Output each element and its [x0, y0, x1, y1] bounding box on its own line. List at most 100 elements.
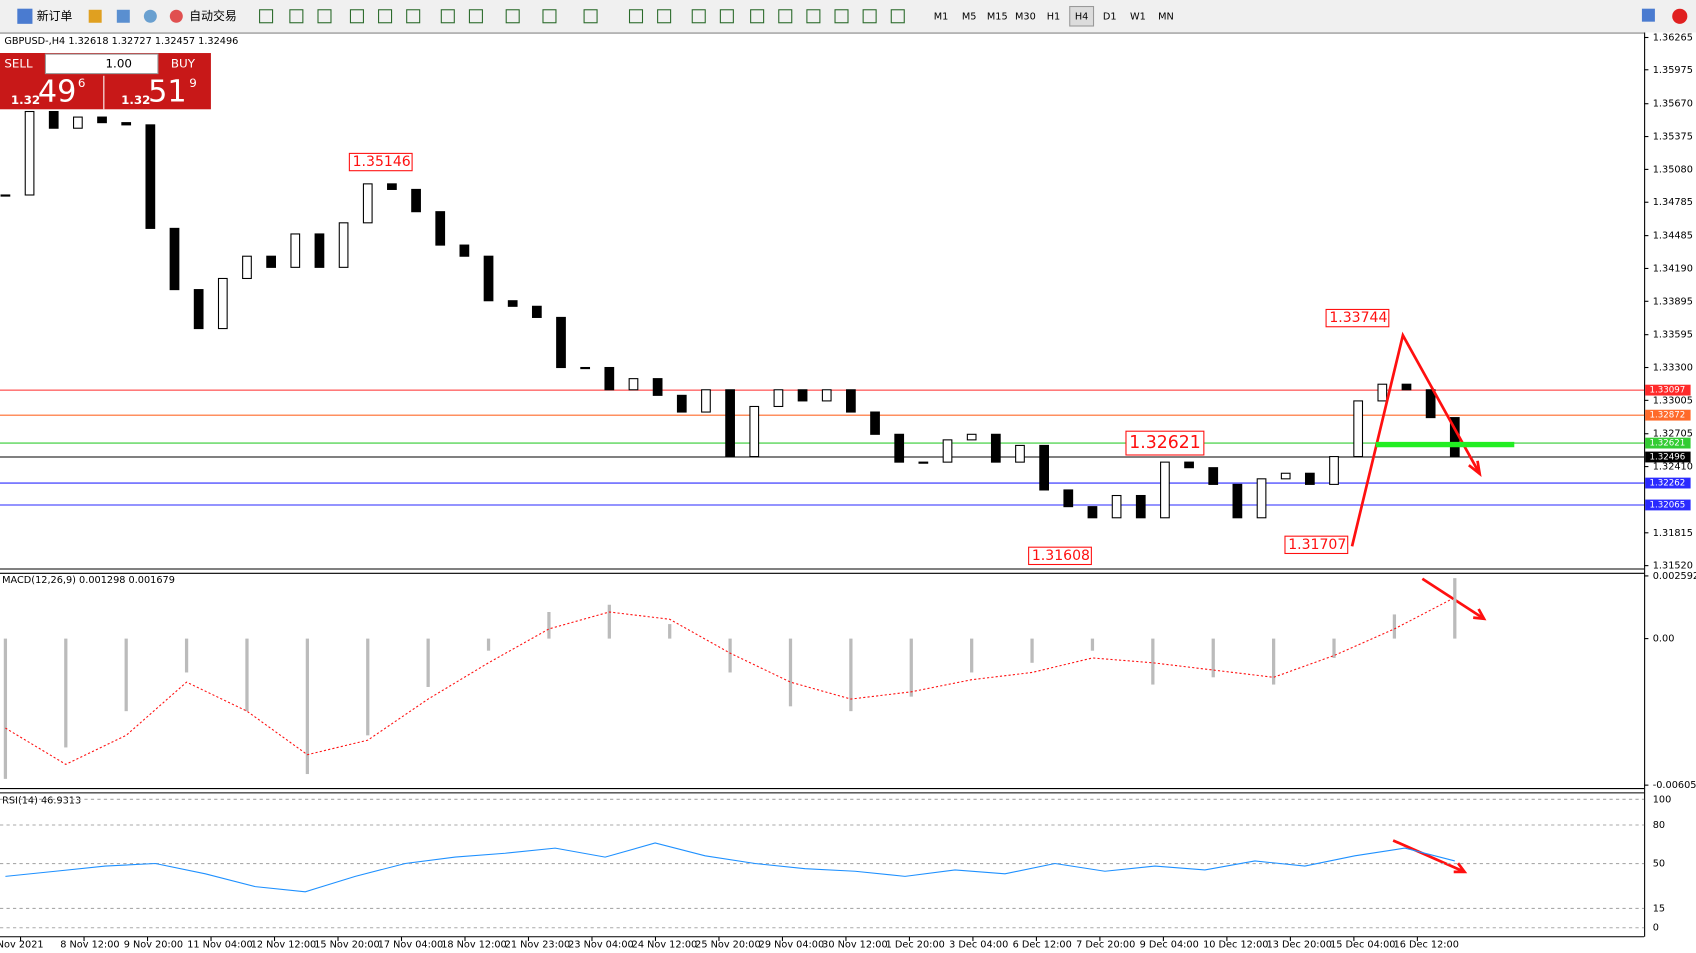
tool-icon[interactable] — [778, 9, 793, 24]
tool-icon[interactable] — [259, 9, 274, 24]
ask-small[interactable]: 9 — [189, 76, 197, 90]
time-label: 24 Nov 12:00 — [632, 939, 698, 950]
timeframe[interactable]: H1 — [1047, 11, 1061, 22]
lots[interactable]: 1.00 — [106, 56, 132, 70]
candle — [24, 110, 35, 196]
time-label: 30 Nov 12:00 — [822, 939, 888, 950]
tool-icon[interactable] — [542, 9, 557, 24]
tool-icon[interactable] — [890, 9, 905, 24]
buy-label[interactable]: BUY — [171, 56, 196, 70]
time-label: 15 Dec 04:00 — [1330, 939, 1395, 950]
timeframe[interactable]: MN — [1158, 11, 1174, 22]
tool-icon[interactable] — [289, 9, 304, 24]
candle — [48, 110, 59, 129]
notifications[interactable] — [1672, 8, 1688, 24]
time-label: 9 Dec 04:00 — [1140, 939, 1199, 950]
macd-bar — [426, 638, 430, 687]
level-tag — [1645, 477, 1691, 489]
y-tick-label: 100 — [1653, 794, 1672, 805]
y-tick-label: 1.33005 — [1653, 395, 1693, 406]
candle — [121, 122, 132, 126]
y-tick-label: 15 — [1653, 903, 1665, 914]
y-tick-label: 0.00 — [1653, 634, 1675, 645]
candle — [628, 378, 639, 391]
macd-bar — [970, 638, 974, 673]
lots-input[interactable] — [44, 53, 159, 75]
y-tick-label: 1.33300 — [1653, 363, 1693, 374]
icon[interactable] — [116, 9, 130, 23]
candle — [362, 183, 373, 224]
candle — [1015, 444, 1025, 463]
bid-big[interactable]: 49 — [38, 75, 77, 110]
price-annotation-box — [1125, 430, 1205, 456]
auto-trading-icon[interactable] — [169, 9, 183, 23]
timeframe[interactable]: M30 — [1015, 11, 1036, 22]
icon[interactable] — [143, 9, 157, 23]
bid-prefix[interactable]: 1.32 — [11, 93, 40, 107]
bid-small[interactable]: 6 — [78, 76, 86, 90]
new-order-icon[interactable] — [17, 8, 33, 24]
time-label: 15 Nov 20:00 — [314, 939, 380, 950]
tool-icon[interactable] — [628, 9, 644, 24]
tool-icon[interactable] — [440, 9, 455, 24]
ask-prefix[interactable]: 1.32 — [121, 93, 150, 107]
timeframe[interactable]: D1 — [1103, 11, 1117, 22]
y-tick-label: 1.32705 — [1653, 429, 1693, 440]
level-label: 1.32065 — [1649, 500, 1685, 510]
timeframe-active[interactable] — [1069, 5, 1095, 27]
sell-label[interactable]: SELL — [4, 56, 33, 70]
y-tick-label: 0.002592 — [1653, 571, 1696, 582]
y-tick-label: 0 — [1653, 923, 1659, 934]
level-label: 1.32262 — [1649, 479, 1685, 489]
tool-icon[interactable] — [834, 9, 849, 24]
y-tick-label: 1.31520 — [1653, 561, 1693, 572]
candle — [1135, 494, 1146, 519]
timeframe[interactable]: H4 — [1075, 11, 1089, 22]
tool-icon[interactable] — [750, 9, 765, 24]
y-tick-label: 1.34485 — [1653, 231, 1693, 242]
y-tick-label: -0.006059 — [1653, 780, 1696, 791]
candle — [145, 124, 156, 229]
macd-bar — [607, 604, 611, 639]
candle — [1160, 461, 1170, 519]
macd-bar — [124, 638, 128, 712]
tool-icon[interactable] — [862, 9, 877, 24]
candle — [1401, 383, 1412, 391]
candle — [797, 389, 808, 402]
rsi-line — [5, 842, 1455, 893]
tool-icon[interactable] — [317, 9, 332, 24]
price-annotation: 1.33744 — [1329, 310, 1387, 326]
timeframe[interactable]: M15 — [987, 11, 1008, 22]
tool-icon[interactable] — [349, 9, 364, 24]
tool-icon[interactable] — [719, 9, 734, 24]
level-label: 1.33097 — [1649, 386, 1685, 396]
tool-icon[interactable] — [806, 9, 821, 24]
candle — [242, 255, 252, 280]
icon[interactable] — [88, 9, 102, 23]
timeframe[interactable]: W1 — [1130, 11, 1146, 22]
macd-label: MACD(12,26,9) 0.001298 0.001679 — [2, 575, 175, 586]
candle — [1425, 389, 1436, 419]
search[interactable] — [1641, 8, 1655, 22]
tool-icon[interactable] — [378, 9, 393, 24]
tool-icon[interactable] — [583, 9, 598, 24]
time-label: 1 Dec 20:00 — [886, 939, 945, 950]
macd-bar — [64, 638, 68, 748]
ask-big[interactable]: 51 — [148, 75, 187, 110]
auto-trading[interactable]: 自动交易 — [189, 9, 237, 23]
timeframe[interactable]: M5 — [962, 11, 977, 22]
tool-icon[interactable] — [406, 9, 421, 24]
timeframe[interactable]: M1 — [934, 11, 949, 22]
tool-icon[interactable] — [468, 9, 483, 24]
price-annotation: 1.35146 — [353, 154, 411, 170]
y-tick-label: 80 — [1653, 820, 1665, 831]
candle — [749, 405, 760, 458]
tool-icon[interactable] — [505, 9, 520, 24]
candle — [1184, 461, 1194, 469]
new-order[interactable]: 新订单 — [37, 9, 73, 23]
sell-button[interactable] — [0, 53, 46, 75]
tool-icon[interactable] — [657, 9, 672, 24]
tool-icon[interactable] — [691, 9, 706, 24]
level-tag — [1645, 499, 1691, 511]
candle — [918, 461, 929, 464]
